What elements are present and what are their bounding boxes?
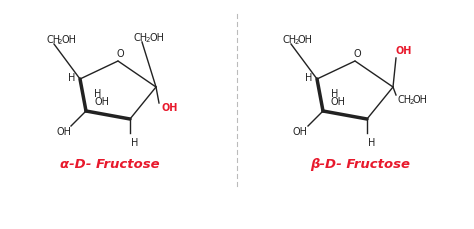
Text: 2: 2 [294,39,299,45]
Text: OH: OH [61,35,76,45]
Text: O: O [116,49,124,59]
Text: H: H [94,89,101,98]
Text: OH: OH [298,35,313,45]
Text: OH: OH [56,126,71,136]
Text: H: H [68,73,75,83]
Text: H: H [368,137,376,147]
Text: OH: OH [161,103,177,112]
Text: OH: OH [149,33,164,43]
Text: β-D- Fructose: β-D- Fructose [310,158,410,171]
Text: O: O [353,49,361,59]
Text: CH: CH [283,35,297,45]
Text: OH: OH [396,46,412,56]
Text: CH: CH [398,95,412,105]
Text: CH: CH [46,35,60,45]
Text: α-D- Fructose: α-D- Fructose [60,158,160,171]
Text: OH: OH [413,95,428,105]
Text: H: H [331,89,338,98]
Text: CH: CH [134,33,148,43]
Text: 2: 2 [146,37,150,43]
Text: OH: OH [94,97,109,106]
Text: H: H [131,137,139,147]
Text: OH: OH [293,126,308,136]
Text: OH: OH [331,97,346,106]
Text: 2: 2 [410,98,414,105]
Text: H: H [305,73,312,83]
Text: 2: 2 [57,39,62,45]
